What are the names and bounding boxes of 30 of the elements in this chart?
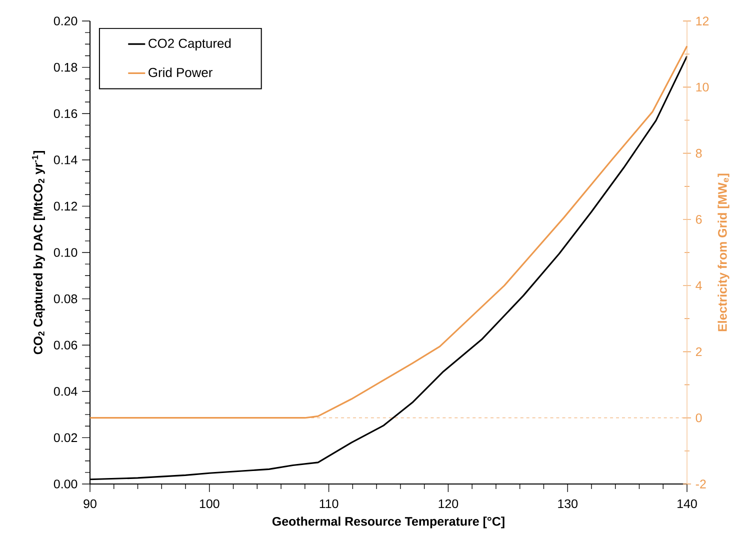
y-tick-label: 0.14 — [54, 155, 78, 164]
y2-tick-label: 6 — [696, 215, 702, 224]
x-tick-label: 120 — [438, 499, 458, 508]
y-tick-label: 0.10 — [54, 248, 78, 257]
legend-label: Grid Power — [148, 68, 212, 78]
x-tick-label: 90 — [84, 499, 96, 508]
y-tick-label: 0.06 — [54, 340, 78, 350]
y2-tick-label: 8 — [696, 148, 702, 158]
y-tick-label: 0.04 — [54, 387, 78, 396]
y-tick-label: 0.02 — [54, 433, 78, 442]
y2-tick-label: 12 — [696, 16, 709, 26]
y-tick-label: 0.08 — [54, 294, 78, 304]
y-tick-label: 0.16 — [54, 109, 78, 118]
y-tick-label: 0.18 — [54, 62, 78, 72]
x-tick-label: 140 — [678, 499, 697, 508]
y-tick-label: 0.00 — [54, 480, 78, 488]
y-axis-title: CO$_{2}$ Captured by DAC [MtCO$_{2}$ yr$^{-1}$] — [32, 151, 45, 354]
y-tick-label: 0.20 — [54, 16, 78, 26]
y2-tick-label: -2 — [696, 480, 706, 488]
y2-tick-label: 4 — [696, 281, 702, 290]
x-tick-label: 100 — [200, 499, 220, 508]
y2-tick-label: 10 — [696, 82, 709, 92]
x-tick-label: 130 — [558, 499, 578, 508]
y2-axis-title: Electricity from Grid [MW$_{e}$] — [718, 174, 730, 332]
y2-tick-label: 2 — [696, 347, 702, 356]
legend-label: CO2 Captured — [148, 38, 231, 50]
x-tick-label: 110 — [320, 499, 338, 508]
y-tick-label: 0.12 — [54, 202, 78, 211]
x-axis-title: Geothermal Resource Temperature [°C] — [272, 516, 504, 528]
y2-tick-label: 0 — [696, 413, 702, 422]
